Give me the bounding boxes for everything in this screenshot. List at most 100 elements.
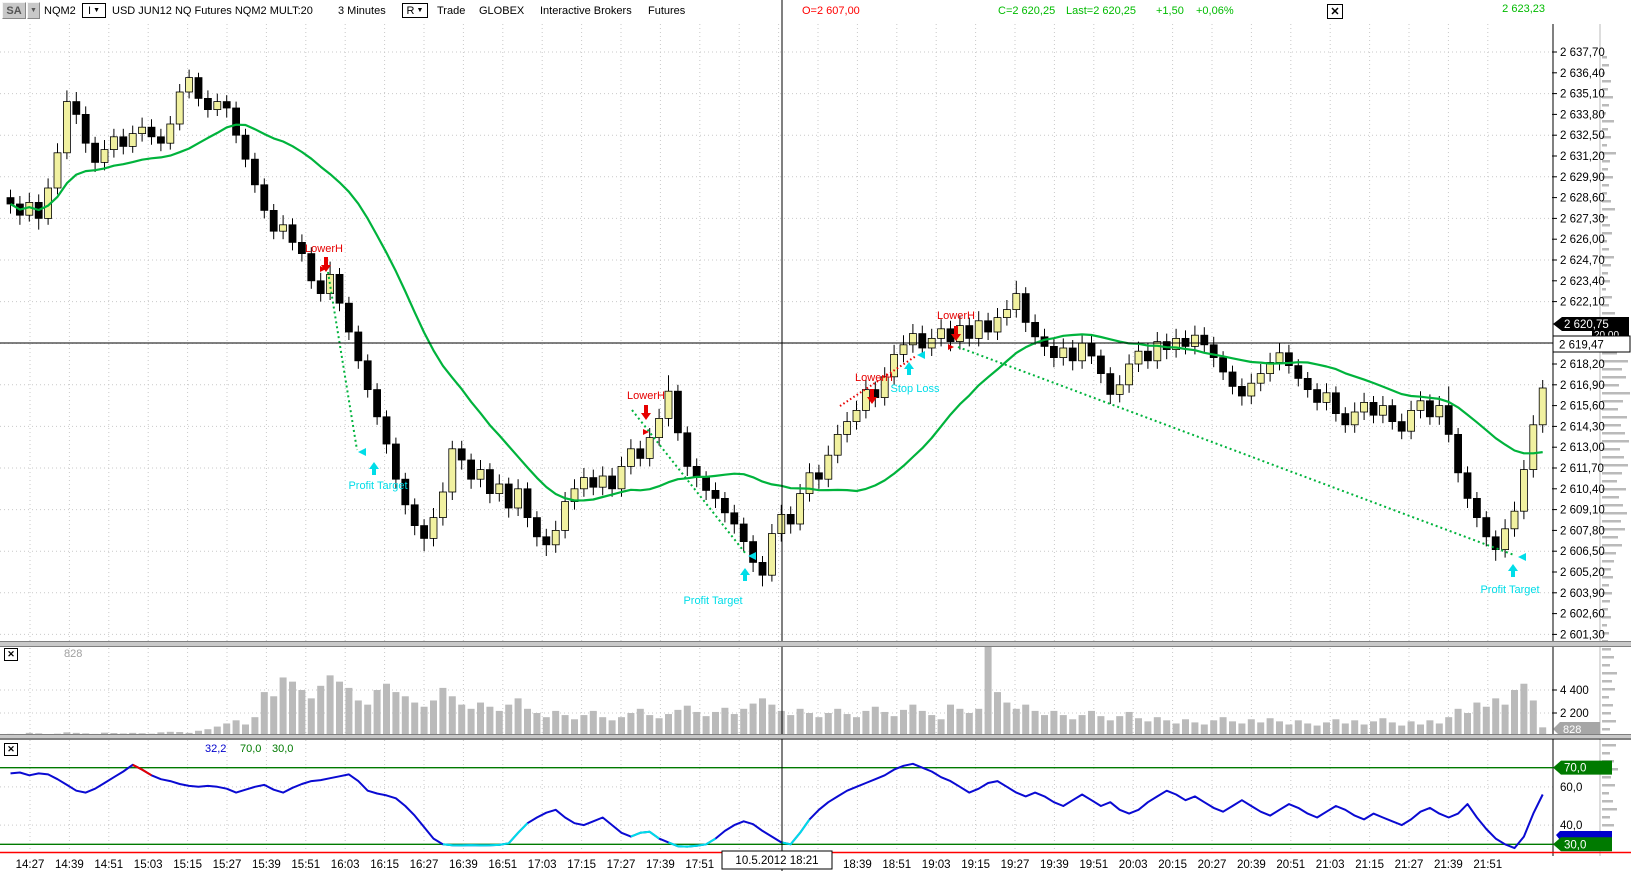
oscillator-header-value: 32,2 <box>205 743 227 755</box>
open-quote: O=2 607,00 <box>802 5 860 17</box>
study-corner-value: 2 623,23 <box>1502 3 1545 15</box>
price-tick-label: 2 610,40 <box>1560 484 1605 496</box>
time-tick-label: 16:39 <box>449 859 478 871</box>
replay-dropdown-button[interactable]: R ▼ <box>402 3 428 18</box>
time-axis: 14:27 14:39 14:51 15:03 15:15 15:27 15:39 15:51… <box>16 850 1502 871</box>
category-label: Futures <box>648 5 686 17</box>
sa-button[interactable]: SA <box>2 2 26 19</box>
time-tick-label: 18:39 <box>843 859 872 871</box>
time-tick-label: 16:15 <box>370 859 399 871</box>
svg-text:LowerH: LowerH <box>937 310 975 322</box>
price-tick-label: 2 605,20 <box>1560 567 1605 579</box>
time-tick-label: 16:03 <box>331 859 360 871</box>
price-tick-label: 2 602,60 <box>1560 609 1605 621</box>
time-tick-label: 20:27 <box>1198 859 1227 871</box>
chevron-down-icon: ▼ <box>93 7 100 14</box>
svg-text:30,0: 30,0 <box>1564 839 1586 851</box>
time-tick-label: 17:39 <box>646 859 675 871</box>
toolbar: SA ▼ NQM2 I ▼ USD JUN12 NQ Futures NQM2 M… <box>0 0 1631 23</box>
exchange-label: GLOBEX <box>479 5 525 17</box>
price-tick-label: 2 632,50 <box>1560 130 1605 142</box>
time-tick-label: 15:27 <box>213 859 242 871</box>
volume-tick-label: 4 400 <box>1560 685 1589 697</box>
svg-text:LowerH: LowerH <box>855 372 893 384</box>
oscillator-axis: 60,0 40,0 70,0 30,0 <box>1553 760 1612 852</box>
svg-text:60,0: 60,0 <box>1560 782 1582 794</box>
change-pct-quote: +0,06% <box>1196 5 1234 17</box>
price-tick-label: 2 615,60 <box>1560 401 1605 413</box>
price-tick-label: 2 628,60 <box>1560 193 1605 205</box>
time-tick-label: 14:51 <box>94 859 123 871</box>
svg-text:828: 828 <box>1563 724 1581 736</box>
chart-close-button[interactable]: ✕ <box>1327 4 1343 19</box>
price-tick-label: 2 637,70 <box>1560 47 1605 59</box>
time-tick-label: 15:51 <box>291 859 320 871</box>
last-price-tag <box>1553 317 1629 331</box>
time-tick-label: 21:15 <box>1355 859 1384 871</box>
trade-menu-label[interactable]: Trade <box>437 5 466 17</box>
close-icon: ✕ <box>7 649 15 659</box>
moving-average-line <box>9 123 1543 502</box>
price-tick-label: 2 622,10 <box>1560 297 1605 309</box>
interval-label: 3 Minutes <box>338 5 386 17</box>
time-tick-label: 20:51 <box>1276 859 1305 871</box>
panel-splitter[interactable] <box>0 641 1631 647</box>
time-tick-label: 21:39 <box>1434 859 1463 871</box>
price-tick-label: 2 629,90 <box>1560 172 1605 184</box>
annotation-layer: LowerH LowerH LowerH LowerH Profit Target Pro… <box>305 243 1540 607</box>
symbol-description: USD JUN12 NQ Futures NQM2 MULT:20 <box>112 5 313 17</box>
svg-text:2 619,47: 2 619,47 <box>1559 340 1604 352</box>
price-tick-label: 2 636,40 <box>1560 68 1605 80</box>
time-tick-label: 19:39 <box>1040 859 1069 871</box>
close-quote: C=2 620,25 <box>998 5 1056 17</box>
oscillator-header-upper: 70,0 <box>240 743 262 755</box>
volume-last-tag <box>1553 722 1600 736</box>
oscillator-layer <box>0 762 1631 854</box>
price-tick-label: 2 611,70 <box>1560 463 1604 475</box>
time-tick-label: 20:03 <box>1119 859 1148 871</box>
time-tick-label: 14:27 <box>16 859 45 871</box>
volume-panel-close-button[interactable]: ✕ <box>4 648 18 661</box>
sa-dropdown-button[interactable]: ▼ <box>27 2 40 19</box>
svg-text:Stop Loss: Stop Loss <box>891 383 940 395</box>
volume-axis: 4 400 2 200 828 <box>1552 685 1600 736</box>
svg-text:Profit Target: Profit Target <box>683 595 742 607</box>
svg-text:LowerH: LowerH <box>627 390 665 402</box>
price-tick-label: 2 618,20 <box>1560 359 1605 371</box>
time-tick-label: 20:39 <box>1237 859 1266 871</box>
chevron-down-icon: ▼ <box>416 7 424 14</box>
time-tick-label: 21:27 <box>1395 859 1424 871</box>
close-icon: ✕ <box>1330 6 1340 18</box>
price-tick-label: 2 635,10 <box>1560 89 1605 101</box>
time-tick-label: 15:15 <box>173 859 202 871</box>
time-tick-label: 17:03 <box>528 859 557 871</box>
panel-splitter[interactable] <box>0 734 1631 739</box>
crosshair-price-tag <box>1552 335 1631 353</box>
time-tick-label: 16:27 <box>410 859 439 871</box>
time-tick-label: 19:51 <box>1079 859 1108 871</box>
panel-borders <box>0 24 1631 856</box>
price-tick-label: 2 603,90 <box>1560 588 1605 600</box>
time-tick-label: 21:03 <box>1316 859 1345 871</box>
time-tick-label: 16:51 <box>488 859 517 871</box>
price-tick-label: 2 631,20 <box>1560 151 1605 163</box>
price-tick-label: 2 616,90 <box>1560 380 1605 392</box>
oscillator-panel-close-button[interactable]: ✕ <box>4 743 18 756</box>
price-tick-label: 2 624,70 <box>1560 255 1605 267</box>
time-tick-label: 14:39 <box>55 859 84 871</box>
instrument-dropdown-button[interactable]: I ▼ <box>82 3 106 18</box>
volume-tick-label: 2 200 <box>1560 708 1589 720</box>
price-tick-label: 2 601,30 <box>1560 629 1605 641</box>
broker-label: Interactive Brokers <box>540 5 632 17</box>
price-tick-label: 2 607,80 <box>1560 525 1605 537</box>
crosshair <box>0 0 1553 871</box>
time-tick-label: 17:27 <box>607 859 636 871</box>
price-tick-label: 2 623,40 <box>1560 276 1605 288</box>
time-tick-label: 19:03 <box>922 859 951 871</box>
price-tick-label: 2 626,00 <box>1560 234 1605 246</box>
volume-layer <box>7 647 1547 736</box>
oscillator-header-lower: 30,0 <box>272 743 294 755</box>
volume-header-value: 828 <box>64 648 83 660</box>
price-axis: 2 637,70 2 636,40 2 635,10 2 633,80 2 632,50… <box>1552 47 1631 641</box>
